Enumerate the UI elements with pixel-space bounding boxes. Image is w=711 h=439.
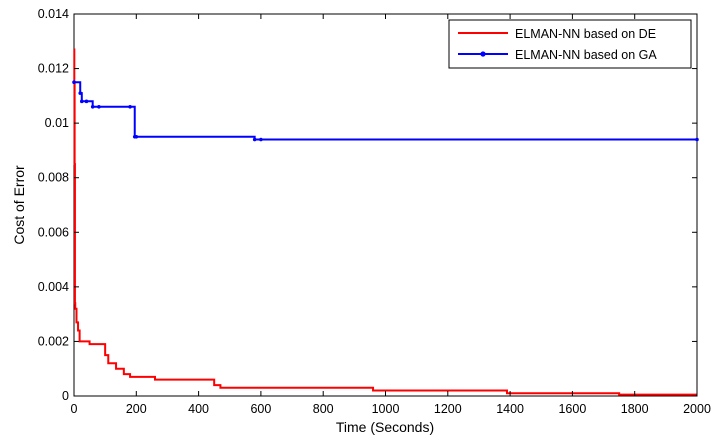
series-point-1 [78, 91, 83, 95]
series-point-1 [97, 104, 101, 109]
x-tick-label: 1000 [372, 402, 400, 416]
series-layer [72, 48, 699, 396]
x-tick-label: 1400 [496, 402, 524, 416]
y-tick-label: 0.006 [38, 225, 69, 239]
series-line-0 [73, 48, 697, 396]
y-tick-label: 0.004 [38, 280, 69, 294]
x-tick-label: 400 [188, 402, 209, 416]
legend-marker-ga [480, 51, 486, 57]
x-tick-label: 1600 [558, 402, 586, 416]
x-tick-label: 1200 [434, 402, 462, 416]
series-point-1 [84, 99, 89, 104]
x-tick-label: 2000 [683, 402, 711, 416]
series-point-1 [128, 104, 132, 109]
x-tick-label: 200 [126, 402, 147, 416]
y-tick-label: 0.008 [38, 171, 69, 185]
y-tick-label: 0.014 [38, 7, 69, 21]
plot-area [73, 13, 698, 397]
legend-box [448, 19, 692, 69]
series-point-1 [252, 137, 257, 142]
axes-layer: 0 200 400 600 800 1000 1200 1400 1600 1800 2000 0 0.… [38, 7, 711, 416]
x-tick-label: 800 [313, 402, 334, 416]
y-axis-label: Cost of Error [11, 165, 27, 245]
legend-label-de: ELMAN-NN based on DE [515, 27, 656, 41]
y-tick-label: 0.012 [38, 62, 69, 76]
x-tick-label: 0 [71, 402, 78, 416]
legend-label-ga: ELMAN-NN based on GA [515, 48, 657, 62]
series-point-1 [79, 99, 84, 104]
y-tick-label: 0 [62, 389, 69, 403]
series-point-1 [695, 137, 699, 142]
y-tick-label: 0.002 [38, 334, 69, 348]
legend: ELMAN-NN based on DE ELMAN-NN based on G… [448, 19, 692, 69]
x-tick-label: 600 [250, 402, 271, 416]
series-point-1 [259, 137, 263, 142]
series-point-1 [72, 80, 76, 85]
series-point-1 [134, 134, 139, 139]
x-axis-label: Time (Seconds) [336, 419, 434, 435]
series-point-1 [90, 104, 95, 109]
y-tick-label: 0.01 [45, 116, 69, 130]
x-tick-label: 1800 [621, 402, 649, 416]
